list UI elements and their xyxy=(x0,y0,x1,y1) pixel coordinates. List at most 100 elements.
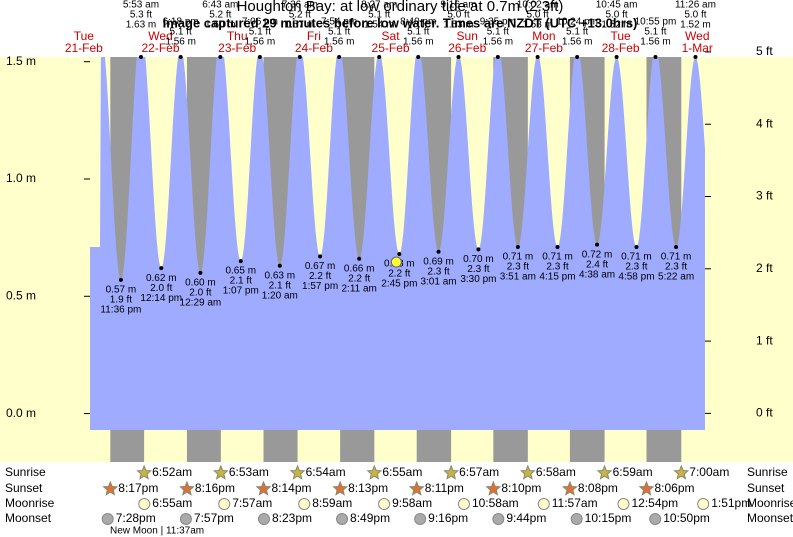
sunset-icon xyxy=(179,480,195,496)
high-ft: 5.2 ft xyxy=(209,10,231,21)
low-time: 12:14 pm xyxy=(140,293,182,304)
sunrise-icon xyxy=(366,464,383,480)
sunrise-icon xyxy=(596,464,613,480)
moonset-icon xyxy=(492,513,505,525)
sunrise-time: 6:54am xyxy=(306,465,346,479)
low-m: 0.62 m xyxy=(146,273,177,284)
sunset-icon xyxy=(408,480,425,496)
high-ft: 5.2 ft xyxy=(289,10,311,21)
low-time: 4:58 pm xyxy=(618,272,654,283)
high-m: 1.54 m xyxy=(364,20,395,31)
low-ft: 2.2 ft xyxy=(348,273,370,284)
sunrise-time: 6:53am xyxy=(229,465,269,479)
moonset-time: 10:50pm xyxy=(663,511,710,525)
low-ft: 1.9 ft xyxy=(110,295,132,306)
low-dot xyxy=(397,252,402,257)
high-dot xyxy=(377,55,382,59)
low-ft: 2.3 ft xyxy=(427,266,449,277)
high-m: 1.52 m xyxy=(680,20,711,31)
day-date: 24-Feb xyxy=(295,41,333,55)
high-time: 6:18 pm xyxy=(163,17,199,28)
high-ft: 5.1 ft xyxy=(407,27,429,38)
low-ft: 2.2 ft xyxy=(309,271,331,282)
low-ft: 2.0 ft xyxy=(189,287,211,298)
sunrise-time: 6:59am xyxy=(613,465,653,479)
sunrise-time: 6:52am xyxy=(152,465,192,479)
day-date: 28-Feb xyxy=(602,41,640,55)
moonrise-time: 9:58am xyxy=(392,496,432,510)
high-m: 1.56 m xyxy=(483,37,514,48)
moon-note: New Moon | 11:37am xyxy=(110,526,204,537)
low-time: 1:07 pm xyxy=(223,286,259,297)
day-name: Mon xyxy=(532,29,555,43)
sunset-time: 8:16pm xyxy=(195,481,235,495)
low-dot xyxy=(198,270,203,275)
sunset-time: 8:11pm xyxy=(425,481,464,495)
sunrise-time: 6:58am xyxy=(536,465,576,479)
low-ft: 2.2 ft xyxy=(388,269,410,280)
y2-tick-label: 1 ft xyxy=(756,333,773,347)
moonset-time: 8:49pm xyxy=(350,511,390,525)
moonset-time: 9:16pm xyxy=(428,511,468,525)
y-tick-label: 1.5 m xyxy=(6,54,36,68)
high-dot xyxy=(456,55,461,59)
high-dot xyxy=(416,55,421,59)
sunset-icon xyxy=(638,480,655,496)
high-time: 10:24 pm xyxy=(556,17,598,28)
high-ft: 5.0 ft xyxy=(447,10,469,21)
sunset-time: 8:14pm xyxy=(272,481,312,495)
moonrise-icon xyxy=(298,498,311,510)
high-dot xyxy=(337,55,342,59)
water-area xyxy=(90,57,705,430)
y-tick-label: 0.0 m xyxy=(6,406,36,420)
moonset-time: 10:15pm xyxy=(585,511,632,525)
high-ft: 5.0 ft xyxy=(527,10,549,21)
sunset-icon xyxy=(102,480,119,496)
high-time: 8:27 am xyxy=(361,0,397,11)
sunrise-icon xyxy=(443,464,460,480)
high-ft: 5.3 ft xyxy=(130,10,152,21)
low-ft: 2.1 ft xyxy=(230,276,252,287)
high-time: 10:55 pm xyxy=(635,17,677,28)
moonset-icon xyxy=(570,513,583,525)
high-dot xyxy=(257,55,262,59)
high-m: 1.57 m xyxy=(285,20,316,31)
low-time: 12:29 am xyxy=(180,297,222,308)
low-m: 0.60 m xyxy=(185,277,216,288)
low-ft: 2.3 ft xyxy=(546,262,568,273)
low-m: 0.72 m xyxy=(582,249,613,260)
low-dot xyxy=(476,247,481,252)
low-ft: 2.3 ft xyxy=(625,262,647,273)
moonrise-time: 7:57am xyxy=(232,496,272,510)
low-ft: 2.3 ft xyxy=(665,262,687,273)
day-name: Tue xyxy=(610,29,631,43)
sunset-icon xyxy=(485,480,502,496)
moonrise-icon xyxy=(378,498,391,510)
high-m: 1.63 m xyxy=(126,20,157,31)
moonset-icon xyxy=(257,513,270,525)
foreground: 0.0 m 0.5 m 1.0 m 1.5 m 0 ft 1 ft 2 ft 3 ft 4 ft… xyxy=(5,0,793,537)
sunrise-time: 6:55am xyxy=(382,465,422,479)
low-m: 0.65 m xyxy=(225,266,256,277)
low-dot xyxy=(515,245,520,250)
y-tick-label: 1.0 m xyxy=(6,171,36,185)
high-time: 9:35 pm xyxy=(480,17,516,28)
low-dot xyxy=(634,245,639,250)
high-ft: 5.1 ft xyxy=(170,27,192,38)
day-date: 1-Mar xyxy=(682,41,713,55)
moonrise-icon xyxy=(697,498,710,510)
day-name: Fri xyxy=(307,29,321,43)
chart-title: Houghton Bay: at low ordinary tide at 0.… xyxy=(237,0,564,15)
high-m: 1.52 m xyxy=(601,20,632,31)
y2-tick-label: 3 ft xyxy=(756,189,773,203)
high-dot xyxy=(218,55,223,59)
sunset-time: 8:17pm xyxy=(118,481,158,495)
low-m: 0.69 m xyxy=(423,256,454,267)
moonrise-time: 8:59am xyxy=(312,496,352,510)
sunset-icon xyxy=(255,480,272,496)
sunrise-icon xyxy=(289,464,306,480)
high-dot xyxy=(495,55,500,59)
day-date: 25-Feb xyxy=(372,41,410,55)
moonset-time: 7:57pm xyxy=(194,511,234,525)
low-dot xyxy=(674,245,679,250)
